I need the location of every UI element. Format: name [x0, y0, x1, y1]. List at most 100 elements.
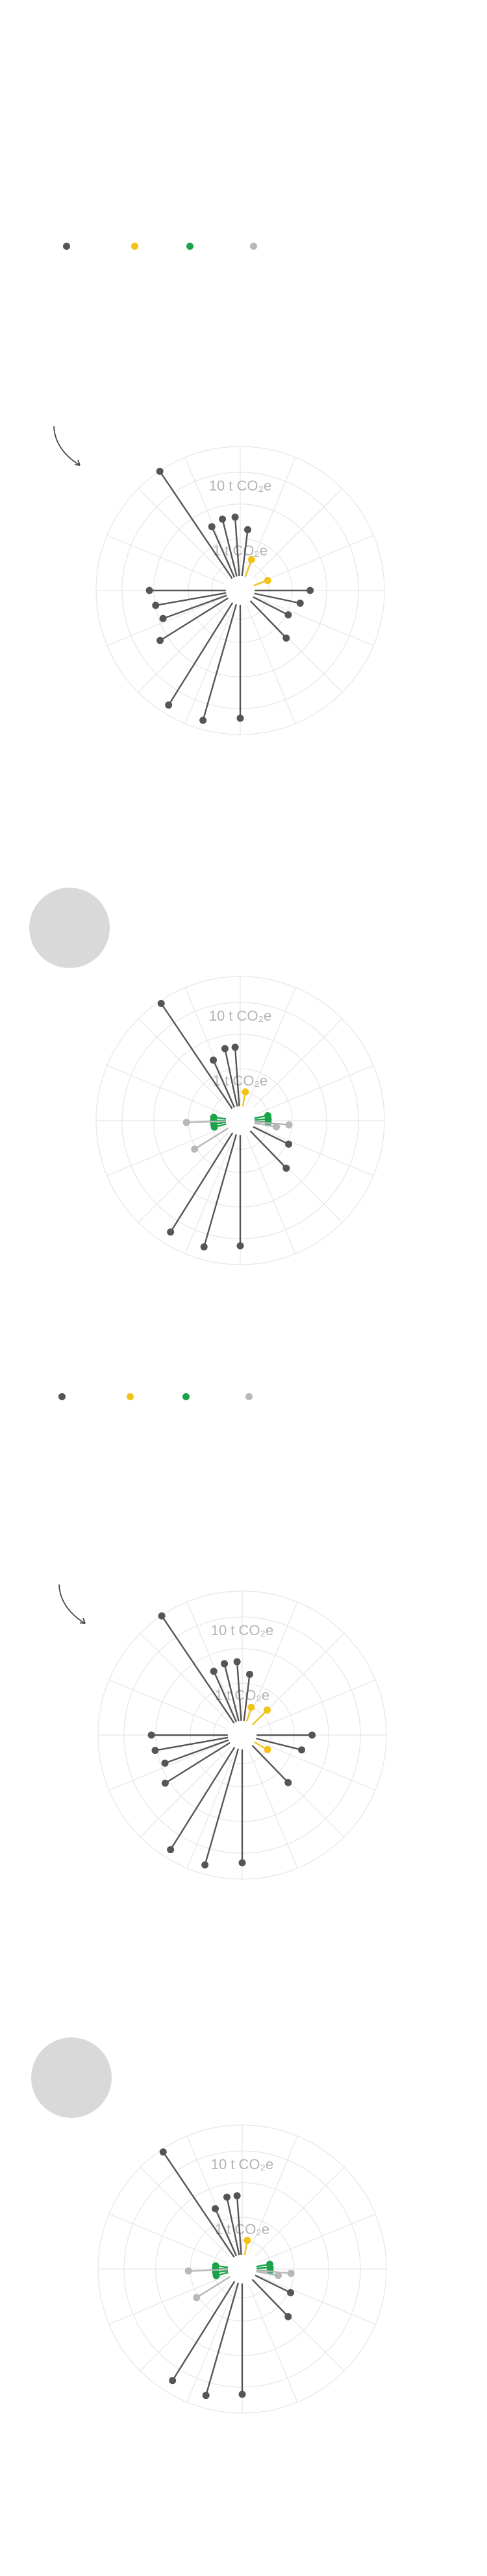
spoke-dot	[208, 523, 216, 531]
spoke-dot	[191, 1145, 199, 1153]
spoke-dot	[296, 600, 304, 607]
grid-spoke	[246, 606, 296, 724]
spoke-line	[221, 518, 238, 577]
spoke-line	[186, 1120, 226, 1124]
grid-spoke	[246, 987, 296, 1105]
grid-spoke	[248, 1601, 298, 1719]
spoke-line	[214, 2208, 238, 2257]
spoke-line	[251, 2279, 289, 2318]
spoke-dot	[182, 1119, 190, 1126]
spoke-dot	[285, 1140, 293, 1148]
spoke-dot	[287, 2270, 295, 2278]
grid-spoke	[106, 1065, 225, 1115]
spoke-line	[161, 1615, 235, 1724]
spoke-dot	[165, 701, 173, 709]
spoke-dot	[145, 587, 153, 594]
spoke-line	[253, 596, 289, 616]
legend-top	[0, 240, 487, 253]
ring-label-outer: 10 t CO₂e	[209, 1008, 272, 1024]
grid-spoke	[246, 1136, 296, 1254]
spoke-dot	[219, 515, 227, 523]
spoke-dot	[264, 577, 271, 585]
grid-spoke	[258, 1741, 376, 1791]
grid-spoke	[186, 1751, 236, 1869]
spoke-dot	[152, 601, 160, 609]
grid-spoke	[258, 2213, 376, 2263]
grid-spoke	[140, 1633, 231, 1723]
spoke-dot	[247, 1703, 255, 1711]
grid-spoke	[186, 2135, 236, 2254]
spoke-dot	[210, 1668, 218, 1675]
spoke-dot	[210, 1113, 218, 1121]
spoke-line	[212, 1060, 236, 1108]
spoke-dot	[238, 2390, 246, 2398]
grid-spoke	[246, 457, 296, 575]
grid-spoke	[138, 1132, 229, 1223]
grid-spoke	[184, 606, 234, 724]
spoke-dot	[238, 1859, 246, 1867]
spoke-dot	[284, 2313, 292, 2320]
spoke-dot	[308, 1731, 316, 1739]
grid-spoke	[184, 1136, 234, 1254]
spoke-line	[194, 1127, 229, 1150]
ring-label-inner: 1 t CO₂e	[213, 1073, 268, 1089]
grid-spoke	[248, 2285, 298, 2403]
spoke-line	[234, 1047, 240, 1106]
spoke-dot	[231, 1043, 239, 1051]
spoke-dot	[212, 2262, 219, 2270]
spoke-dot	[212, 2205, 219, 2213]
spoke-line	[234, 516, 240, 576]
spoke-dot	[167, 1846, 175, 1854]
legend-dot-green	[182, 1393, 190, 1400]
spoke-line	[168, 602, 234, 706]
spoke-dot	[247, 555, 255, 563]
spoke-dot	[244, 2237, 251, 2244]
spoke-line	[188, 2268, 228, 2272]
spoke-line	[169, 1747, 236, 1851]
spoke-line	[213, 1671, 238, 1723]
grid-spoke	[256, 596, 374, 646]
spoke-dot	[236, 714, 244, 722]
spoke-line	[251, 1745, 289, 1784]
spoke-dot	[156, 637, 164, 644]
grid-spoke	[256, 1126, 374, 1176]
spoke-dot	[264, 1706, 271, 1714]
grid-spoke	[258, 2275, 376, 2325]
spoke-dot	[200, 1243, 208, 1251]
grid-spoke	[184, 457, 234, 575]
grid-spoke	[106, 535, 225, 585]
grid-spoke	[186, 1601, 236, 1719]
ring-label-outer: 10 t CO₂e	[211, 1622, 274, 1638]
legend-dot-emitter	[58, 1393, 66, 1400]
spoke-dot	[284, 1779, 292, 1786]
spoke-dot	[282, 634, 290, 642]
spoke-dot	[159, 2148, 167, 2156]
spoke-dot	[169, 2377, 177, 2385]
spoke-line	[159, 470, 233, 579]
spoke-line	[256, 1738, 302, 1751]
spoke-line	[236, 1661, 242, 1721]
spoke-line	[254, 1122, 277, 1128]
spoke-line	[253, 1126, 290, 1145]
grid-spoke	[108, 1741, 227, 1791]
curved-arrow-icon	[53, 426, 81, 466]
spoke-line	[196, 2276, 231, 2298]
spoke-dot	[223, 2193, 231, 2201]
radial-chart-4: 10 t CO₂e 1 t CO₂e	[97, 2124, 387, 2414]
spoke-line	[249, 1130, 287, 1169]
spoke-line	[256, 2270, 279, 2276]
grid-spoke	[140, 2281, 231, 2372]
spoke-dot	[282, 1164, 290, 1172]
spoke-line	[171, 2281, 236, 2381]
spoke-dot	[202, 2392, 210, 2400]
spoke-line	[159, 597, 229, 642]
ring-label-inner: 1 t CO₂e	[215, 2221, 269, 2237]
radial-chart-1: 10 t CO₂e 1 t CO₂e	[95, 446, 385, 735]
spoke-dot	[264, 1745, 271, 1753]
grid-spoke	[254, 2167, 345, 2257]
spoke-line	[164, 1739, 229, 1764]
grid-spoke	[140, 2167, 231, 2257]
spoke-line	[204, 1749, 240, 1865]
spoke-dot	[151, 1747, 159, 1755]
grid-spoke	[258, 1679, 376, 1729]
